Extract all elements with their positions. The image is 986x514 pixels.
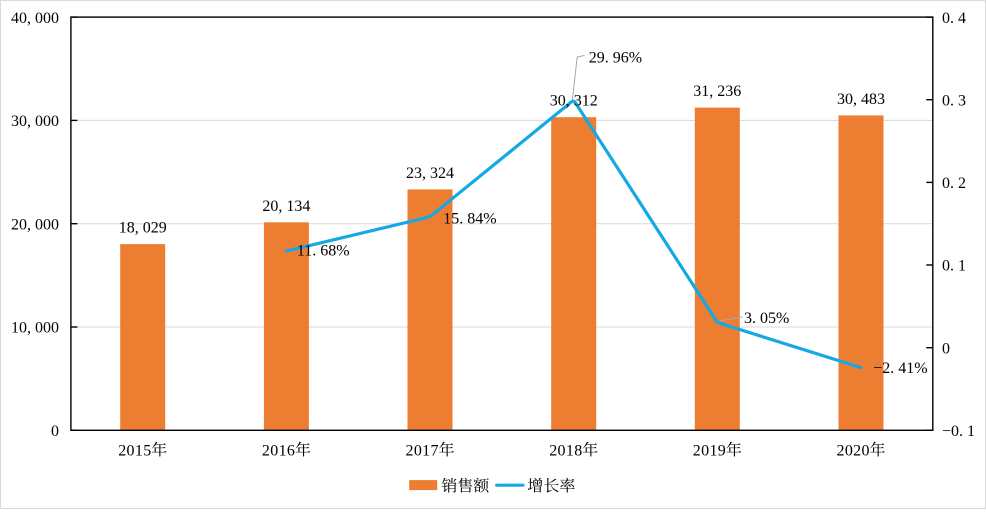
- svg-text:11.68%: 11. 68%: [297, 243, 350, 260]
- svg-text:29.96%: 29. 96%: [589, 49, 642, 66]
- svg-text:15.84%: 15. 84%: [443, 210, 496, 227]
- svg-text:20,134: 20, 134: [262, 198, 310, 215]
- svg-text:0: 0: [942, 340, 950, 357]
- svg-text:2019: 2019: [693, 442, 726, 459]
- svg-text:2018: 2018: [549, 442, 582, 459]
- svg-text:23,324: 23, 324: [406, 165, 454, 182]
- svg-text:18,029: 18, 029: [119, 220, 167, 237]
- svg-text:10,000: 10, 000: [11, 320, 59, 337]
- svg-text:0: 0: [51, 423, 59, 440]
- svg-text:30,483: 30, 483: [837, 91, 885, 108]
- svg-text:30,312: 30, 312: [550, 93, 598, 110]
- svg-text:40,000: 40, 000: [11, 10, 59, 27]
- svg-text:20,000: 20, 000: [11, 216, 59, 233]
- svg-text:31,236: 31, 236: [693, 83, 741, 100]
- svg-text:2015: 2015: [118, 442, 151, 459]
- svg-text:2016: 2016: [262, 442, 295, 459]
- svg-text:−0.1: −0. 1: [942, 423, 975, 440]
- svg-text:30,000: 30, 000: [11, 113, 59, 130]
- svg-text:2017: 2017: [406, 442, 439, 459]
- svg-text:3.05%: 3. 05%: [744, 310, 789, 327]
- svg-text:2020: 2020: [837, 442, 870, 459]
- svg-text:−2.41%: −2. 41%: [873, 360, 927, 377]
